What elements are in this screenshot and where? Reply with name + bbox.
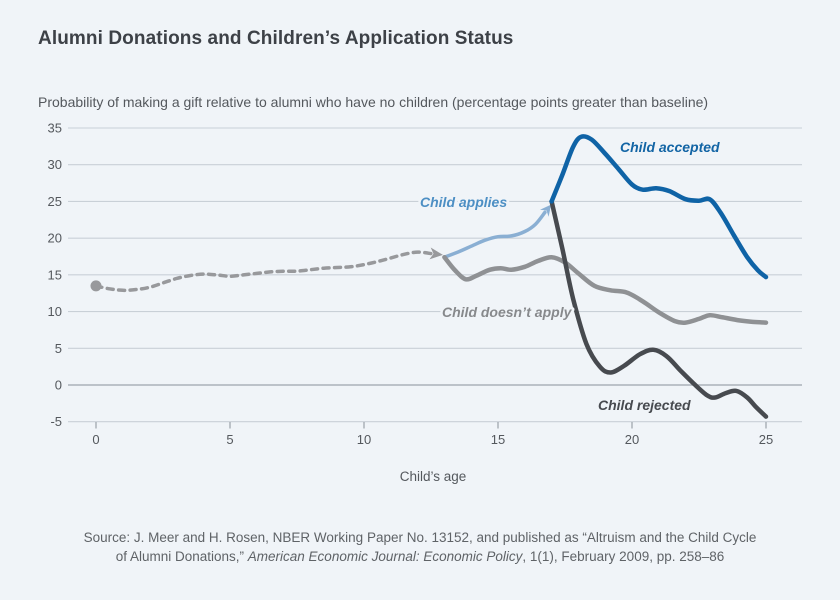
y-tick-label: 0 xyxy=(55,378,62,393)
x-tick-label: 20 xyxy=(625,432,639,447)
x-tick-label: 0 xyxy=(92,432,99,447)
y-tick-label: 20 xyxy=(48,231,62,246)
series-line-child-rejected xyxy=(549,199,769,419)
page-title: Alumni Donations and Children’s Applicat… xyxy=(38,28,514,49)
y-tick-label: 30 xyxy=(48,157,62,172)
series-start-dot xyxy=(90,280,102,292)
y-tick-label: 15 xyxy=(48,267,62,282)
y-tick-label: -5 xyxy=(50,414,62,429)
series-line-child-accepted xyxy=(549,134,769,280)
y-tick-label: 25 xyxy=(48,194,62,209)
x-tick-label: 15 xyxy=(491,432,505,447)
label-child-applies: Child applies xyxy=(420,194,507,210)
series-line-child-doesnt-apply xyxy=(442,254,769,326)
label-child-doesnt-apply: Child doesn’t apply xyxy=(442,304,573,320)
source-citation: Source: J. Meer and H. Rosen, NBER Worki… xyxy=(0,528,840,566)
label-child-accepted: Child accepted xyxy=(620,139,720,155)
x-tick-label: 10 xyxy=(357,432,371,447)
series-line-pre-application-dashed xyxy=(94,250,433,293)
source-line-1: Source: J. Meer and H. Rosen, NBER Worki… xyxy=(83,530,757,545)
arrowhead-pre-application-dashed xyxy=(429,247,443,260)
x-tick-label: 25 xyxy=(759,432,773,447)
y-tick-label: 10 xyxy=(48,304,62,319)
label-child-rejected: Child rejected xyxy=(598,397,691,413)
arrowhead-child-applies xyxy=(540,204,552,217)
y-tick-label: 5 xyxy=(55,341,62,356)
series-group xyxy=(90,134,769,419)
journal-name: American Economic Journal: Economic Poli… xyxy=(247,549,523,565)
x-tick-label: 5 xyxy=(226,432,233,447)
series-labels-group: Child applies Child accepted Child doesn… xyxy=(418,137,723,416)
x-axis-title: Child’s age xyxy=(400,469,467,484)
chart-subtitle-ylabel: Probability of making a gift relative to… xyxy=(38,94,709,110)
source-line-2: of Alumni Donations,” American Economic … xyxy=(115,549,725,565)
gridlines-group: 35 30 25 20 15 10 5 0 -5 0 5 10 15 20 25 xyxy=(48,120,802,447)
y-tick-label: 35 xyxy=(48,120,62,135)
series-line-child-applies xyxy=(442,210,547,259)
